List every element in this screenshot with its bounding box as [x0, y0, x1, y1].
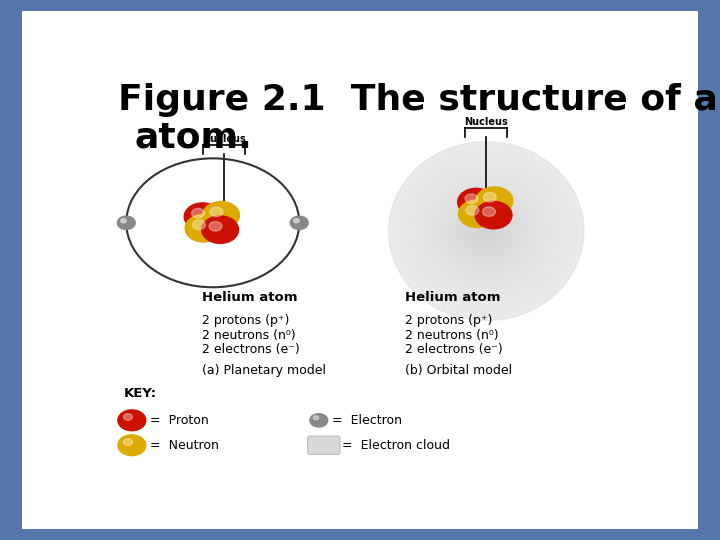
Text: 2 protons (p⁺): 2 protons (p⁺) [405, 314, 492, 327]
Circle shape [465, 194, 478, 204]
Ellipse shape [454, 201, 518, 261]
Ellipse shape [395, 147, 577, 315]
Text: 2 electrons (e⁻): 2 electrons (e⁻) [202, 343, 300, 356]
Ellipse shape [415, 166, 558, 296]
Circle shape [476, 187, 513, 214]
Circle shape [121, 219, 126, 223]
Ellipse shape [428, 178, 545, 285]
Text: 2 protons (p⁺): 2 protons (p⁺) [202, 314, 289, 327]
Text: =  Electron cloud: = Electron cloud [342, 439, 450, 452]
FancyBboxPatch shape [307, 436, 340, 454]
Text: KEY:: KEY: [124, 387, 157, 400]
Ellipse shape [483, 228, 490, 234]
Text: Figure 2.1  The structure of an: Figure 2.1 The structure of an [118, 83, 720, 117]
Ellipse shape [437, 186, 535, 276]
Circle shape [124, 414, 132, 420]
Circle shape [459, 200, 495, 227]
Circle shape [483, 192, 496, 202]
Circle shape [118, 435, 145, 456]
Ellipse shape [424, 174, 548, 288]
Text: (b) Orbital model: (b) Orbital model [405, 364, 513, 377]
Text: atom.: atom. [135, 120, 253, 154]
Circle shape [310, 414, 328, 427]
Ellipse shape [460, 207, 512, 255]
Ellipse shape [411, 163, 561, 300]
Circle shape [466, 206, 479, 215]
Ellipse shape [467, 213, 505, 249]
Circle shape [475, 201, 512, 229]
Ellipse shape [444, 192, 528, 270]
Text: Nucleus: Nucleus [202, 134, 246, 144]
Circle shape [290, 216, 308, 229]
Text: 2 neutrons (n⁰): 2 neutrons (n⁰) [202, 328, 295, 342]
Ellipse shape [389, 141, 584, 321]
Text: Nucleus: Nucleus [464, 117, 508, 127]
Circle shape [202, 216, 238, 244]
Circle shape [294, 219, 300, 223]
Ellipse shape [473, 219, 499, 243]
Ellipse shape [470, 216, 503, 246]
Ellipse shape [441, 190, 532, 273]
Circle shape [124, 438, 132, 445]
Circle shape [118, 410, 145, 431]
Text: =  Electron: = Electron [332, 414, 402, 427]
Circle shape [482, 207, 495, 217]
Circle shape [209, 221, 222, 231]
Text: Helium atom: Helium atom [405, 291, 501, 304]
Ellipse shape [408, 160, 564, 302]
Ellipse shape [392, 145, 580, 318]
Circle shape [185, 214, 222, 242]
Text: (a) Planetary model: (a) Planetary model [202, 364, 325, 377]
Ellipse shape [434, 184, 539, 279]
Ellipse shape [389, 141, 584, 321]
Ellipse shape [447, 195, 526, 267]
Ellipse shape [451, 198, 522, 264]
Ellipse shape [477, 222, 496, 240]
Ellipse shape [480, 225, 492, 237]
Ellipse shape [402, 154, 571, 308]
Circle shape [210, 207, 223, 217]
Circle shape [313, 416, 319, 420]
Circle shape [117, 216, 135, 229]
Text: 2 neutrons (n⁰): 2 neutrons (n⁰) [405, 328, 499, 342]
Circle shape [192, 208, 204, 218]
Text: =  Proton: = Proton [150, 414, 209, 427]
Ellipse shape [421, 172, 552, 291]
Circle shape [192, 220, 205, 230]
Ellipse shape [418, 168, 554, 294]
Text: Helium atom: Helium atom [202, 291, 297, 304]
Ellipse shape [457, 204, 516, 258]
Circle shape [184, 203, 221, 231]
Text: 2 electrons (e⁻): 2 electrons (e⁻) [405, 343, 503, 356]
Text: =  Neutron: = Neutron [150, 439, 219, 452]
Ellipse shape [405, 157, 567, 306]
Circle shape [458, 188, 495, 216]
Ellipse shape [464, 210, 509, 252]
Circle shape [202, 201, 240, 229]
Ellipse shape [431, 180, 541, 282]
Ellipse shape [398, 151, 574, 312]
